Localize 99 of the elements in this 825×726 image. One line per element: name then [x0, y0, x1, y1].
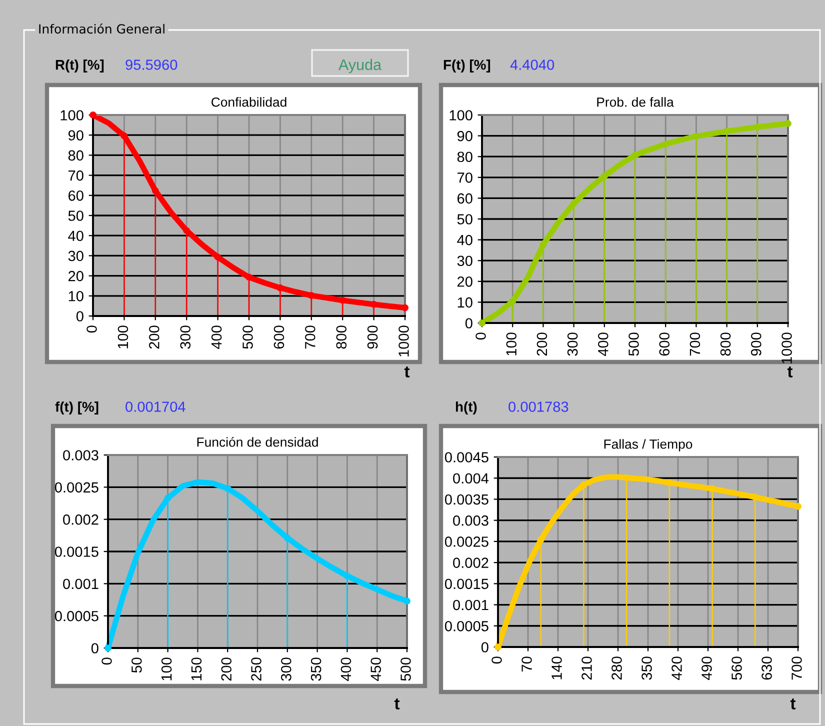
text: Ayuda	[338, 58, 382, 74]
y-tick-label: 40	[457, 234, 472, 246]
y-tick-label: 0.0035	[444, 494, 488, 505]
y-tick-label: 30	[457, 256, 472, 266]
text: 0.001783	[508, 402, 568, 412]
y-tick-label: 60	[68, 190, 84, 201]
x-tick-label: 700	[304, 326, 316, 349]
y-tick-label: 100	[60, 110, 84, 120]
y-tick-label: 0.0015	[444, 578, 488, 590]
y-tick-label: 20	[457, 276, 472, 287]
y-tick-label: 0.002	[453, 558, 488, 568]
y-tick-label: 20	[68, 270, 84, 282]
x-tick-label: 800	[720, 332, 731, 356]
x-tick-label: 250	[251, 658, 262, 681]
y-tick-label: 0.002	[63, 514, 98, 525]
x-tick-label: 100	[506, 332, 517, 356]
x-tick-label: 600	[274, 326, 284, 349]
y-tick-label: 60	[457, 193, 472, 204]
x-tick-label: 300	[280, 658, 292, 681]
text: f(t) [%]	[55, 402, 98, 414]
x-tick-label: 450	[370, 658, 382, 682]
y-tick-label: 0.001	[63, 578, 98, 590]
y-tick-label: 10	[68, 291, 84, 302]
y-tick-label: 0.001	[453, 600, 488, 610]
y-tick-label: 50	[457, 214, 472, 224]
y-tick-label: 70	[458, 172, 472, 183]
x-tick-label: 50	[131, 658, 142, 673]
x-tick-label: 150	[191, 658, 202, 680]
y-tick-label: 0.0025	[444, 536, 488, 547]
text: 4.4040	[510, 60, 554, 70]
text: 95.5960	[126, 60, 178, 70]
x-tick-label: 300	[567, 332, 578, 356]
y-tick-label: 90	[457, 130, 472, 142]
x-tick-label: 600	[659, 332, 670, 356]
text: h(t)	[456, 402, 477, 414]
x-tick-label: 200	[148, 326, 160, 349]
x-tick-label: 100	[118, 326, 128, 348]
x-tick-label: 420	[672, 656, 682, 680]
x-tick-label: 700	[792, 656, 802, 680]
x-tick-label: 0	[102, 658, 112, 665]
y-tick-label: 90	[68, 130, 84, 141]
x-tick-label: 900	[367, 326, 378, 349]
y-tick-label: 0.004	[453, 473, 489, 484]
x-tick-label: 630	[762, 656, 772, 680]
y-tick-label: 0.0005	[444, 620, 488, 632]
y-tick-label: 30	[68, 250, 84, 262]
x-tick-label: 500	[628, 332, 639, 356]
y-tick-label: 0	[91, 643, 98, 654]
y-tick-label: 40	[68, 230, 84, 242]
y-tick-label: 100	[450, 110, 472, 120]
x-axis-title: t	[404, 366, 410, 378]
text: R(t) [%]	[56, 60, 104, 72]
y-tick-label: 0.0025	[54, 482, 98, 493]
y-tick-label: 0	[76, 311, 84, 322]
x-tick-label: 300	[180, 326, 191, 349]
x-tick-label: 500	[242, 326, 253, 349]
y-tick-label: 0.003	[453, 515, 488, 526]
y-tick-label: 70	[68, 170, 84, 181]
text: Información General	[39, 23, 164, 34]
y-tick-label: 0.0045	[444, 452, 488, 462]
x-tick-label: 200	[221, 658, 232, 681]
x-tick-label: 1000	[782, 332, 792, 364]
chart-title: Prob. de falla	[597, 97, 674, 107]
x-axis-title: t	[394, 698, 400, 710]
x-tick-label: 350	[310, 658, 322, 681]
x-axis-title: t	[790, 698, 796, 710]
x-tick-label: 100	[161, 658, 172, 680]
text: F(t) [%]	[444, 60, 490, 72]
text: 0.001704	[126, 402, 186, 412]
y-tick-label: 0.0005	[54, 610, 98, 622]
y-tick-label: 80	[457, 152, 472, 162]
x-tick-label: 400	[598, 332, 608, 356]
x-tick-label: 900	[750, 332, 762, 356]
x-axis-title: t	[787, 366, 793, 378]
x-tick-label: 560	[732, 656, 742, 680]
y-tick-label: 50	[68, 210, 84, 221]
x-tick-label: 700	[690, 332, 700, 356]
x-tick-label: 200	[536, 332, 548, 356]
x-tick-label: 400	[340, 658, 352, 682]
y-tick-label: 80	[68, 150, 84, 161]
chart-title: Confiabilidad	[212, 97, 286, 107]
x-tick-label: 1000	[398, 326, 409, 356]
x-tick-label: 70	[522, 656, 532, 672]
y-tick-label: 0	[481, 642, 488, 652]
x-tick-label: 350	[642, 656, 652, 680]
x-tick-label: 0	[492, 656, 502, 664]
y-tick-label: 10	[458, 297, 472, 308]
x-tick-label: 490	[702, 656, 712, 680]
x-tick-label: 140	[552, 656, 562, 680]
y-tick-label: 0.0015	[54, 546, 98, 557]
x-tick-label: 400	[211, 326, 222, 350]
chart-title: Función de densidad	[197, 436, 318, 447]
y-tick-label: 0	[465, 318, 472, 328]
x-tick-label: 500	[400, 658, 411, 681]
x-tick-label: 210	[582, 656, 592, 680]
y-tick-label: 0.003	[63, 450, 98, 460]
chart-title: Fallas / Tiempo	[604, 439, 692, 452]
x-tick-label: 280	[612, 656, 622, 680]
x-tick-label: 800	[336, 326, 347, 349]
